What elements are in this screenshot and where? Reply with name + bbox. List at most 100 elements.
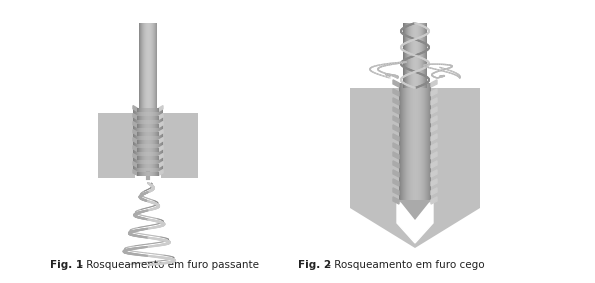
Bar	[154, 140, 155, 144]
Bar	[150, 148, 151, 152]
Polygon shape	[393, 188, 399, 195]
Bar	[98, 113, 198, 178]
Bar	[155, 172, 156, 176]
Bar	[156, 164, 157, 168]
Bar	[156, 116, 157, 120]
Bar	[139, 23, 140, 108]
Bar	[414, 83, 415, 200]
Bar	[137, 172, 138, 176]
Bar	[157, 140, 158, 144]
Polygon shape	[431, 143, 437, 150]
Bar	[418, 83, 419, 200]
Bar	[147, 172, 148, 176]
Bar	[150, 140, 151, 144]
Bar	[139, 148, 140, 152]
Bar	[155, 108, 156, 112]
Bar	[148, 108, 149, 112]
Bar	[152, 164, 153, 168]
Bar	[143, 23, 144, 108]
Bar	[158, 148, 159, 152]
Bar	[158, 140, 159, 144]
Bar	[430, 83, 431, 200]
Bar	[148, 108, 149, 173]
Bar	[138, 156, 139, 160]
Bar	[142, 148, 143, 152]
Bar	[149, 23, 150, 108]
Bar	[420, 83, 421, 200]
Bar	[403, 83, 404, 200]
Bar	[423, 83, 424, 200]
Bar	[151, 172, 152, 176]
Bar	[162, 108, 163, 173]
Bar	[427, 83, 428, 200]
Bar	[155, 164, 156, 168]
Bar	[154, 108, 155, 173]
Bar	[137, 148, 138, 152]
Bar	[408, 23, 409, 88]
Bar	[156, 124, 157, 128]
Bar	[408, 83, 409, 200]
Bar	[137, 132, 138, 136]
Bar	[148, 164, 149, 168]
Polygon shape	[431, 134, 437, 141]
Bar	[148, 156, 149, 160]
Bar	[156, 148, 157, 152]
Bar	[147, 148, 148, 152]
Polygon shape	[133, 162, 137, 167]
Bar	[155, 148, 156, 152]
Polygon shape	[133, 138, 137, 143]
Bar	[139, 156, 140, 160]
Bar	[151, 156, 152, 160]
Bar	[141, 172, 142, 176]
Bar	[157, 164, 158, 168]
Bar	[150, 108, 151, 173]
Bar	[142, 108, 143, 173]
Bar	[137, 164, 138, 168]
Bar	[405, 83, 406, 200]
Bar	[144, 108, 145, 112]
Bar	[146, 116, 147, 120]
Bar	[151, 164, 152, 168]
Bar	[143, 124, 144, 128]
Bar	[429, 83, 430, 200]
Polygon shape	[159, 106, 163, 111]
Bar	[404, 83, 405, 200]
Polygon shape	[133, 130, 137, 135]
Bar	[404, 23, 405, 88]
Bar	[158, 116, 159, 120]
Bar	[152, 23, 153, 108]
Bar	[147, 108, 148, 112]
Bar	[413, 83, 414, 200]
Bar	[140, 148, 141, 152]
Bar	[155, 23, 156, 108]
Bar	[146, 164, 147, 168]
Bar	[148, 148, 149, 152]
Bar	[426, 23, 427, 88]
Bar	[145, 164, 146, 168]
Polygon shape	[159, 138, 163, 143]
Bar	[155, 156, 156, 160]
Polygon shape	[159, 154, 163, 159]
Polygon shape	[133, 145, 137, 151]
Bar	[141, 148, 142, 152]
Bar	[137, 108, 138, 112]
Bar	[154, 124, 155, 128]
Bar	[144, 148, 145, 152]
Bar	[151, 108, 152, 173]
Bar	[152, 108, 153, 173]
Bar	[415, 23, 416, 88]
Bar	[157, 148, 158, 152]
Bar	[154, 164, 155, 168]
Bar	[144, 23, 145, 108]
Bar	[410, 83, 411, 200]
Bar	[155, 108, 156, 173]
Bar	[422, 83, 423, 200]
Polygon shape	[431, 116, 437, 123]
Polygon shape	[159, 145, 163, 151]
Bar	[157, 124, 158, 128]
Bar	[149, 172, 150, 176]
Bar	[135, 108, 136, 173]
Bar	[151, 108, 152, 112]
Bar	[157, 116, 158, 120]
Bar	[158, 156, 159, 160]
